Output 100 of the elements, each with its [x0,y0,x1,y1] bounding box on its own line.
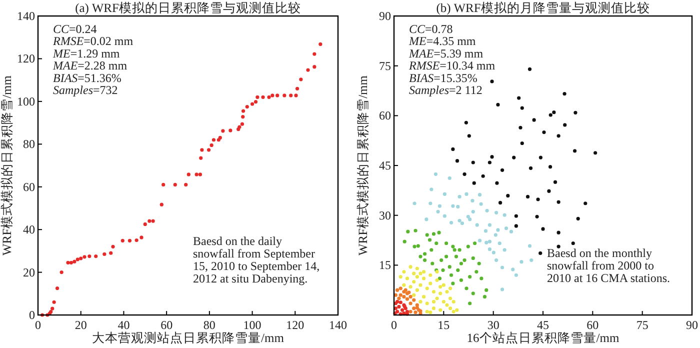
annotation: MAE=5.39 mm [408,46,484,60]
point [506,194,510,198]
point [425,302,429,306]
point [458,218,462,222]
point [396,310,400,314]
point [430,248,434,252]
point [563,123,567,127]
x-tick-label: 30 [487,318,500,332]
point [500,288,504,292]
point [470,198,474,203]
y-tick-label: 30 [379,208,391,222]
y-tick-label: 120 [17,52,35,66]
point [477,262,481,266]
point [594,151,598,155]
point [400,308,404,312]
point [422,276,426,280]
point [452,300,456,304]
point [408,265,412,269]
point [490,80,494,84]
point [405,297,410,301]
point [484,288,488,292]
point [398,274,402,279]
point [502,248,506,252]
point [418,272,422,276]
point [398,300,402,304]
point [442,214,446,218]
point [464,120,468,124]
point [415,266,419,270]
point [448,265,452,269]
x-tick-label: 15 [438,318,450,332]
point [408,302,412,306]
point [402,294,406,299]
y-tick-label: 90 [379,9,391,23]
point [442,300,446,304]
x-tick-label: 140 [329,318,347,332]
point [448,176,452,180]
point [488,160,492,164]
chart-title: (b) WRF模拟的月降雪量与观测值比较 [436,1,650,15]
point [466,214,470,218]
point [428,282,432,286]
y-tick-label: 100 [17,94,35,108]
point [412,244,416,248]
annotation: Baesd on the daily snowfall from September 15, 2010 to September 14, 2012 at situ Dabenying. [193,234,320,286]
point [572,149,577,153]
point [455,159,460,163]
point [456,268,460,272]
annotation: Samples=732 [53,83,118,97]
point [526,194,530,199]
point [418,283,422,287]
point [444,241,448,246]
annotation: Baesd on the monthly snowfall from 2000 to 2010 at 16 CMA stations. [547,246,670,285]
point [422,252,427,256]
point [406,230,410,234]
point [441,268,445,272]
point [456,204,460,208]
point [428,273,432,277]
x-tick-label: 45 [537,318,549,332]
point [428,202,432,206]
point [430,188,434,192]
point [436,210,440,214]
annotation: Samples=2 112 [409,83,482,97]
point [472,181,476,185]
x-tick-label: 80 [203,318,216,332]
y-tick-label: 0 [29,308,35,322]
point [556,244,560,248]
point [397,296,401,300]
point [402,240,406,244]
point [414,228,418,232]
point [459,278,464,282]
point [412,272,416,276]
x-tick-label: 60 [586,318,599,332]
point [552,110,556,114]
point [425,286,429,290]
point [454,254,458,258]
point [504,226,508,230]
point [492,250,496,254]
point [452,310,456,314]
point [424,218,428,222]
point [397,304,401,308]
x-tick-label: 100 [243,318,262,332]
y-tick-label: 75 [379,58,391,73]
point [422,270,426,274]
point [468,302,472,306]
point [517,96,521,100]
point [494,258,498,262]
point [405,276,410,280]
point [478,238,482,242]
point [438,308,442,312]
point [471,256,475,260]
x-tick-label: 60 [160,318,173,332]
y-tick-label: 20 [23,265,35,280]
point [418,254,422,258]
point [528,166,533,170]
point [498,200,502,205]
y-tick-label: 40 [23,222,35,237]
point [412,298,416,302]
point [412,202,416,206]
point [471,210,475,214]
point [432,290,436,294]
point [435,296,439,300]
